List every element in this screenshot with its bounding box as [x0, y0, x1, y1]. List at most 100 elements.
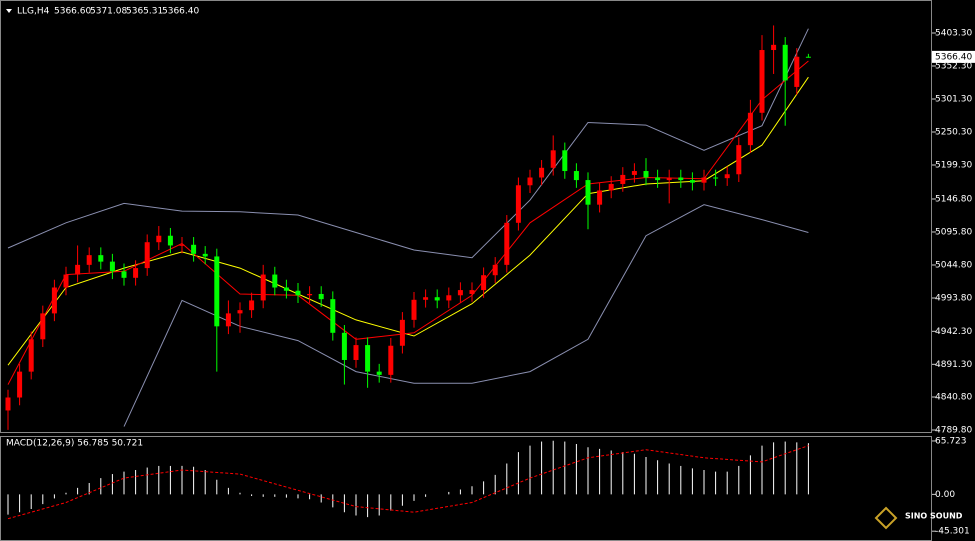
candle-body: [75, 264, 81, 275]
y-tick-label: 65.723: [935, 436, 967, 446]
candle-body: [713, 177, 719, 179]
macd-title: MACD(12,26,9) 56.785 50.721: [6, 439, 143, 449]
y-tick-label: 5146.80: [935, 194, 972, 204]
quote-close: 5366.40: [162, 7, 199, 17]
candle-body: [527, 177, 533, 186]
candle-body: [643, 171, 649, 178]
candle-body: [318, 293, 324, 300]
candle-body: [550, 150, 556, 168]
candle-body: [144, 242, 150, 269]
signal-line: [7, 445, 809, 520]
price-tag: [932, 50, 975, 63]
candle-body: [701, 177, 707, 183]
y-tick-label: 5352.30: [935, 62, 972, 72]
candle-body: [771, 44, 777, 51]
candle-body: [283, 287, 289, 291]
candle-body: [666, 177, 672, 181]
candle-body: [736, 145, 742, 175]
y-tick-label: 5044.80: [935, 260, 972, 270]
quote-low: 5365.31: [126, 7, 163, 17]
candle-body: [515, 185, 521, 223]
watermark: SINO SOUND: [905, 512, 963, 521]
candle-body: [573, 171, 579, 181]
candle-body: [585, 180, 591, 205]
quote-high: 5371.08: [90, 7, 127, 17]
candle-body: [28, 339, 34, 372]
candle-body: [63, 274, 69, 288]
candle-body: [376, 371, 382, 375]
y-tick-label: 4789.80: [935, 425, 972, 435]
candle-body: [330, 299, 336, 333]
candle-body: [469, 290, 475, 294]
candle-body: [341, 332, 347, 360]
y-tick-label: 4840.80: [935, 392, 972, 402]
candle-body: [17, 371, 23, 398]
candle-body: [295, 290, 301, 296]
candle-body: [98, 255, 104, 262]
candle-body: [133, 268, 139, 278]
candle-body: [492, 264, 498, 276]
candle-body: [562, 150, 568, 172]
candle-body: [272, 274, 278, 288]
main-panel-border: [0, 0, 932, 433]
candle-body: [179, 244, 185, 246]
candle-body: [678, 177, 684, 181]
candle-body: [86, 255, 92, 265]
candle-body: [5, 397, 11, 411]
y-tick-label: 5250.30: [935, 128, 972, 138]
candle-body: [724, 174, 730, 179]
y-tick-label: 5095.80: [935, 227, 972, 237]
candle-body: [191, 244, 197, 254]
candle-body: [353, 345, 359, 360]
candle-body: [411, 299, 417, 320]
candle-body: [156, 235, 162, 243]
candle-body: [794, 56, 800, 87]
macd-panel-border: [0, 436, 932, 541]
candle-body: [214, 256, 220, 327]
candle-body: [51, 287, 57, 314]
candle-body: [782, 44, 788, 81]
price-tag-label: 5366.40: [935, 52, 972, 62]
y-tick-label: 4891.30: [935, 360, 972, 370]
candle-body: [620, 174, 626, 184]
candle-body: [539, 167, 545, 178]
candle-body: [365, 345, 371, 372]
indicator-line: [7, 76, 809, 366]
watermark-logo: [874, 506, 898, 530]
candle-body: [307, 293, 313, 296]
candle-body: [388, 345, 394, 375]
candle-body: [631, 171, 637, 175]
candle-body: [689, 180, 695, 183]
candle-body: [202, 253, 208, 257]
candle-body: [423, 297, 429, 300]
candle-body: [434, 297, 440, 301]
menu-arrow: [6, 9, 12, 13]
candle-body: [167, 235, 173, 246]
candle-body: [399, 319, 405, 346]
candle-body: [40, 313, 46, 340]
y-tick-label: 0.00: [935, 490, 955, 500]
y-tick-label: 5199.30: [935, 161, 972, 171]
y-tick-label: 5403.30: [935, 29, 972, 39]
y-tick-label: 5301.30: [935, 95, 972, 105]
indicator-line: [7, 60, 809, 385]
candle-body: [121, 271, 127, 278]
candle-body: [237, 310, 243, 314]
candle-body: [655, 177, 661, 181]
quote-open: 5366.60: [54, 7, 91, 17]
candle-body: [260, 274, 266, 301]
symbol: LLG,H4: [17, 7, 50, 17]
candle-body: [446, 295, 452, 301]
candle-body: [249, 300, 255, 311]
y-tick-label: 4942.30: [935, 327, 972, 337]
candle-body: [805, 56, 811, 58]
candle-body: [597, 190, 603, 205]
indicator-line: [7, 28, 809, 259]
candle-body: [457, 290, 463, 296]
candle-body: [225, 313, 231, 327]
candle-body: [747, 112, 753, 146]
y-tick-label: 4993.80: [935, 293, 972, 303]
candle-body: [504, 222, 510, 265]
candle-body: [109, 261, 115, 272]
